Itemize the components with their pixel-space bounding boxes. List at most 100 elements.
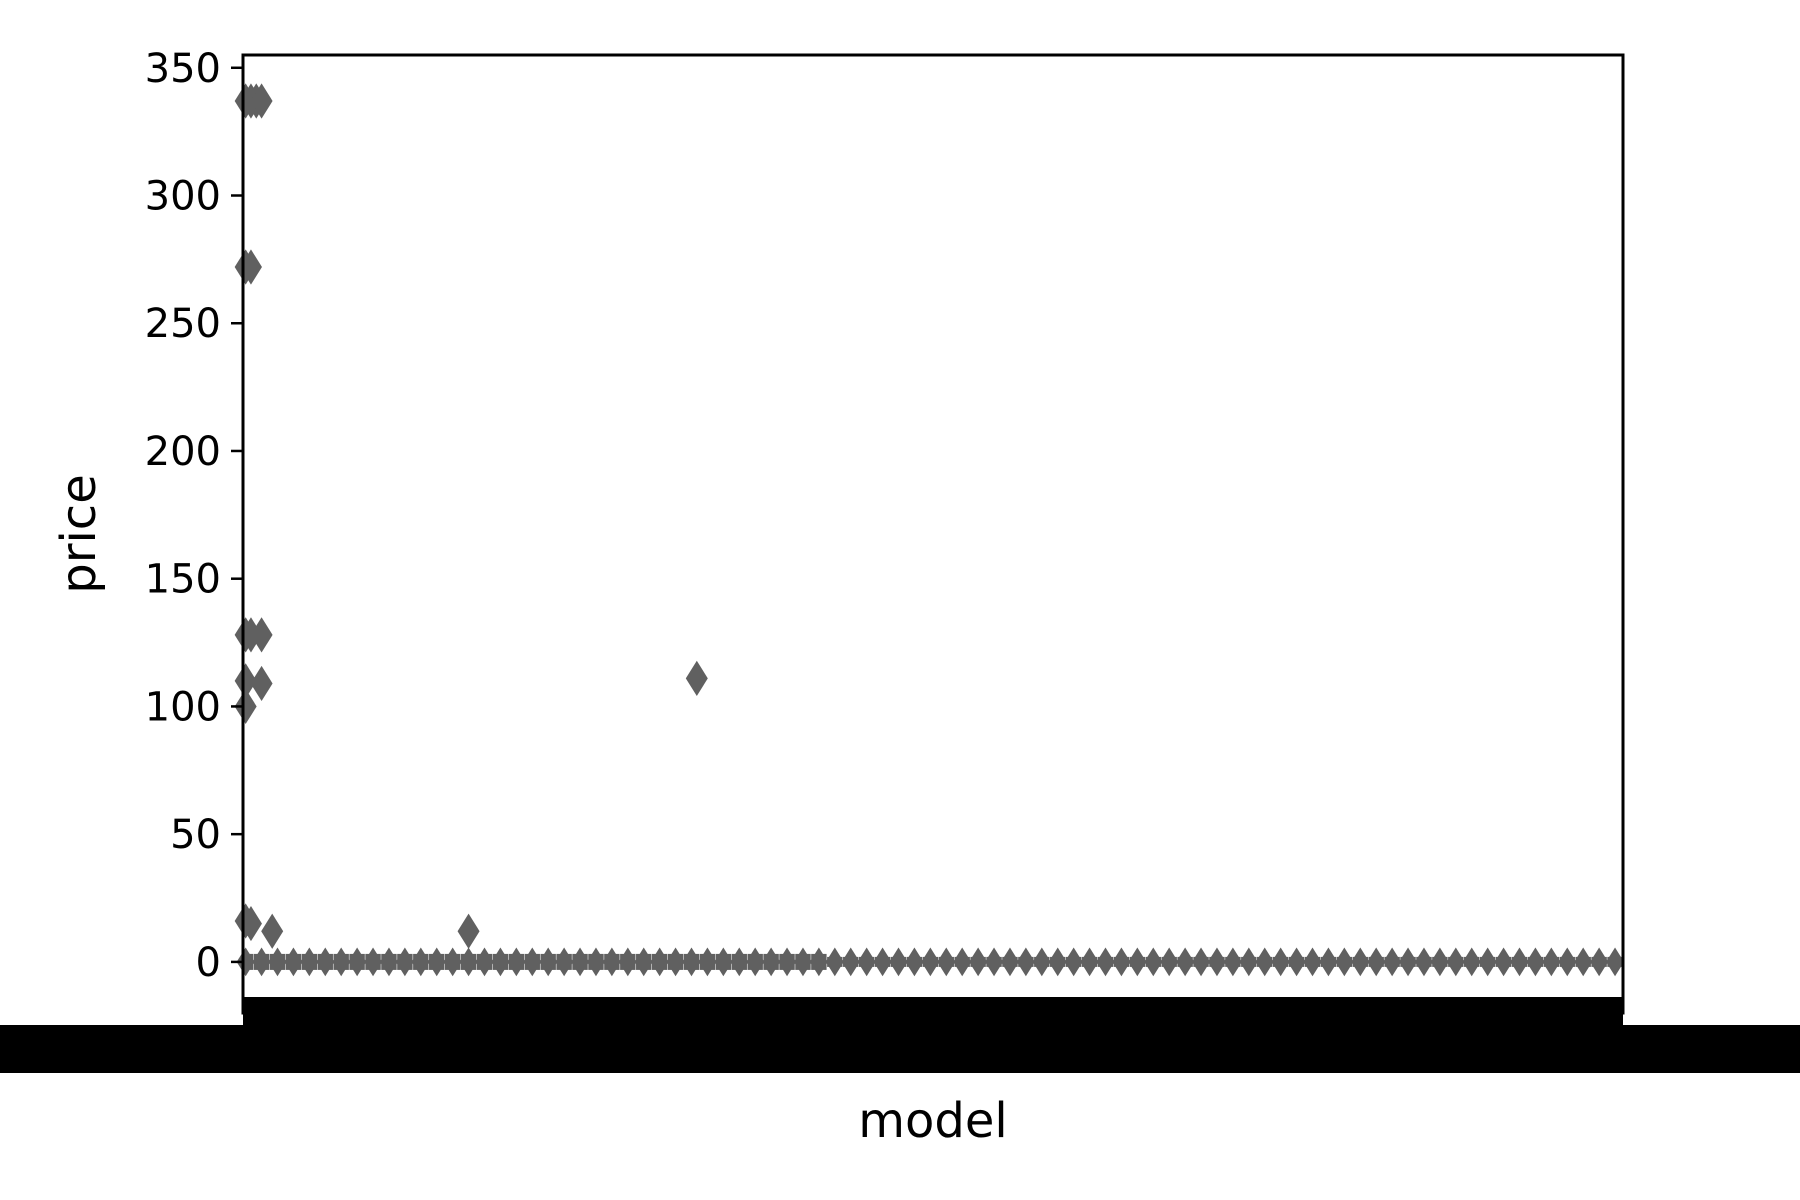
zero-outlier-marker — [857, 947, 876, 977]
box-near-zero — [1299, 956, 1305, 967]
box-near-zero — [726, 953, 732, 970]
box-near-zero — [1028, 956, 1034, 967]
box-near-zero — [248, 953, 254, 970]
box-near-zero — [837, 956, 843, 967]
zero-outlier-marker — [1462, 947, 1481, 977]
box-near-zero — [1044, 956, 1050, 967]
box-near-zero — [1586, 956, 1591, 967]
box-near-zero — [1108, 956, 1114, 967]
box-near-zero — [375, 953, 381, 970]
box-near-zero — [1156, 956, 1161, 967]
box-near-zero — [1570, 956, 1575, 967]
zero-outlier-marker — [1590, 947, 1609, 977]
outlier-point — [261, 913, 284, 949]
box-near-zero — [567, 953, 572, 970]
box-near-zero — [280, 953, 286, 970]
zero-outlier-marker — [889, 947, 908, 977]
box-near-zero — [471, 953, 477, 970]
zero-outlier-marker — [1000, 947, 1019, 977]
y-tick-label: 50 — [170, 812, 221, 858]
zero-outlier-marker — [1606, 947, 1625, 977]
box-near-zero — [885, 956, 891, 967]
zero-outlier-marker — [1080, 947, 1099, 977]
zero-outlier-marker — [1399, 947, 1418, 977]
box-near-zero — [423, 953, 429, 970]
zero-outlier-marker — [1494, 947, 1513, 977]
zero-outlier-marker — [1112, 947, 1131, 977]
zero-outlier-marker — [1192, 947, 1211, 977]
box-near-zero — [1140, 956, 1146, 967]
box-near-zero — [1076, 956, 1082, 967]
box-near-zero — [949, 956, 954, 967]
zero-outlier-marker — [1032, 947, 1051, 977]
box-near-zero — [1426, 956, 1432, 967]
box-near-zero — [551, 953, 556, 970]
box-near-zero — [455, 953, 461, 970]
box-near-zero — [312, 953, 318, 970]
zero-outlier-marker — [1016, 947, 1035, 977]
zero-outlier-marker — [1303, 947, 1322, 977]
x-tick-label-overlap — [0, 1025, 1800, 1073]
box-near-zero — [487, 953, 493, 970]
outlier-point — [234, 663, 257, 699]
box-near-zero — [917, 956, 923, 967]
box-near-zero — [965, 956, 970, 967]
box-near-zero — [1538, 956, 1544, 967]
box-near-zero — [710, 953, 716, 970]
box-near-zero — [1283, 956, 1289, 967]
box-near-zero — [853, 956, 859, 967]
box-near-zero — [1172, 956, 1177, 967]
zero-outlier-marker — [1128, 947, 1147, 977]
outlier-point — [250, 83, 273, 119]
box-near-zero — [614, 953, 620, 970]
zero-outlier-marker — [1446, 947, 1465, 977]
zero-outlier-marker — [1223, 947, 1242, 977]
box-near-zero — [344, 953, 349, 970]
zero-outlier-marker — [1558, 947, 1577, 977]
box-near-zero — [1395, 956, 1400, 967]
zero-outlier-marker — [1351, 947, 1370, 977]
zero-outlier-marker — [953, 947, 972, 977]
box-near-zero — [1331, 956, 1337, 967]
box-near-zero — [1092, 956, 1098, 967]
box-near-zero — [789, 953, 795, 970]
zero-outlier-marker — [1319, 947, 1338, 977]
box-near-zero — [821, 953, 827, 970]
box-near-zero — [981, 956, 986, 967]
zero-outlier-marker — [1207, 947, 1226, 977]
box-near-zero — [694, 953, 700, 970]
zero-outlier-marker — [1064, 947, 1083, 977]
box-near-zero — [503, 953, 509, 970]
box-near-zero — [1506, 956, 1512, 967]
x-axis-label: model — [858, 1093, 1007, 1149]
outlier-point — [239, 249, 262, 285]
box-near-zero — [630, 953, 636, 970]
zero-outlier-marker — [1383, 947, 1402, 977]
box-near-zero — [1188, 956, 1193, 967]
zero-outlier-marker — [1287, 947, 1306, 977]
box-near-zero — [662, 953, 668, 970]
box-near-zero — [391, 953, 397, 970]
box-near-zero — [758, 953, 763, 970]
y-tick-label: 250 — [145, 301, 221, 347]
box-near-zero — [1617, 956, 1623, 967]
box-near-zero — [678, 953, 684, 970]
outlier-point — [685, 660, 708, 696]
box-near-zero — [1124, 956, 1130, 967]
box-near-zero — [1267, 956, 1273, 967]
box-near-zero — [996, 956, 1002, 967]
box-near-zero — [1235, 956, 1241, 967]
zero-outlier-marker — [1176, 947, 1195, 977]
zero-outlier-marker — [1271, 947, 1290, 977]
box-near-zero — [1012, 956, 1018, 967]
box-near-zero — [328, 953, 333, 970]
axes-frame — [241, 53, 1625, 1015]
box-near-zero — [1522, 956, 1528, 967]
y-tick-label: 300 — [145, 174, 221, 220]
box-near-zero — [1251, 956, 1257, 967]
outlier-point — [234, 688, 257, 725]
box-near-zero — [582, 953, 588, 970]
box-near-zero — [1363, 956, 1368, 967]
box-near-zero — [774, 953, 779, 970]
